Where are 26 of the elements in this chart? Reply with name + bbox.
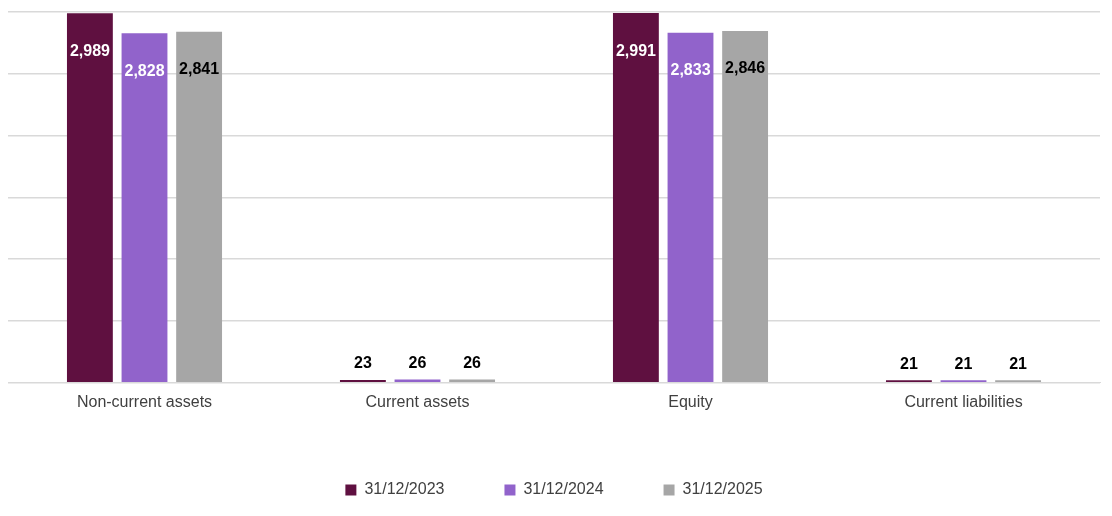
data-label: 2,841 [179, 60, 220, 78]
data-label: 21 [954, 354, 973, 372]
bar [339, 379, 386, 383]
x-tick-label: Equity [668, 392, 713, 410]
data-label: 26 [463, 353, 482, 371]
data-label: 2,828 [124, 61, 165, 79]
legend-label: 31/12/2024 [523, 480, 604, 498]
x-tick-label: Current assets [365, 392, 470, 410]
bar [612, 13, 659, 383]
x-tick-label: Non-current assets [76, 392, 213, 410]
bar [121, 33, 168, 383]
data-label: 21 [1009, 354, 1028, 372]
bar [667, 32, 714, 383]
bar [66, 13, 113, 383]
legend-label: 31/12/2025 [682, 480, 763, 498]
x-tick-label: Current liabilities [904, 392, 1023, 410]
data-label: 2,991 [615, 41, 657, 59]
bar [722, 31, 769, 383]
bar [176, 31, 223, 383]
data-label: 2,846 [725, 59, 766, 77]
legend-label: 31/12/2023 [364, 480, 445, 498]
data-label: 2,833 [670, 61, 711, 79]
data-label: 23 [354, 354, 372, 372]
data-label: 2,989 [69, 41, 111, 59]
data-label: 21 [900, 354, 918, 372]
data-label: 26 [408, 353, 427, 371]
